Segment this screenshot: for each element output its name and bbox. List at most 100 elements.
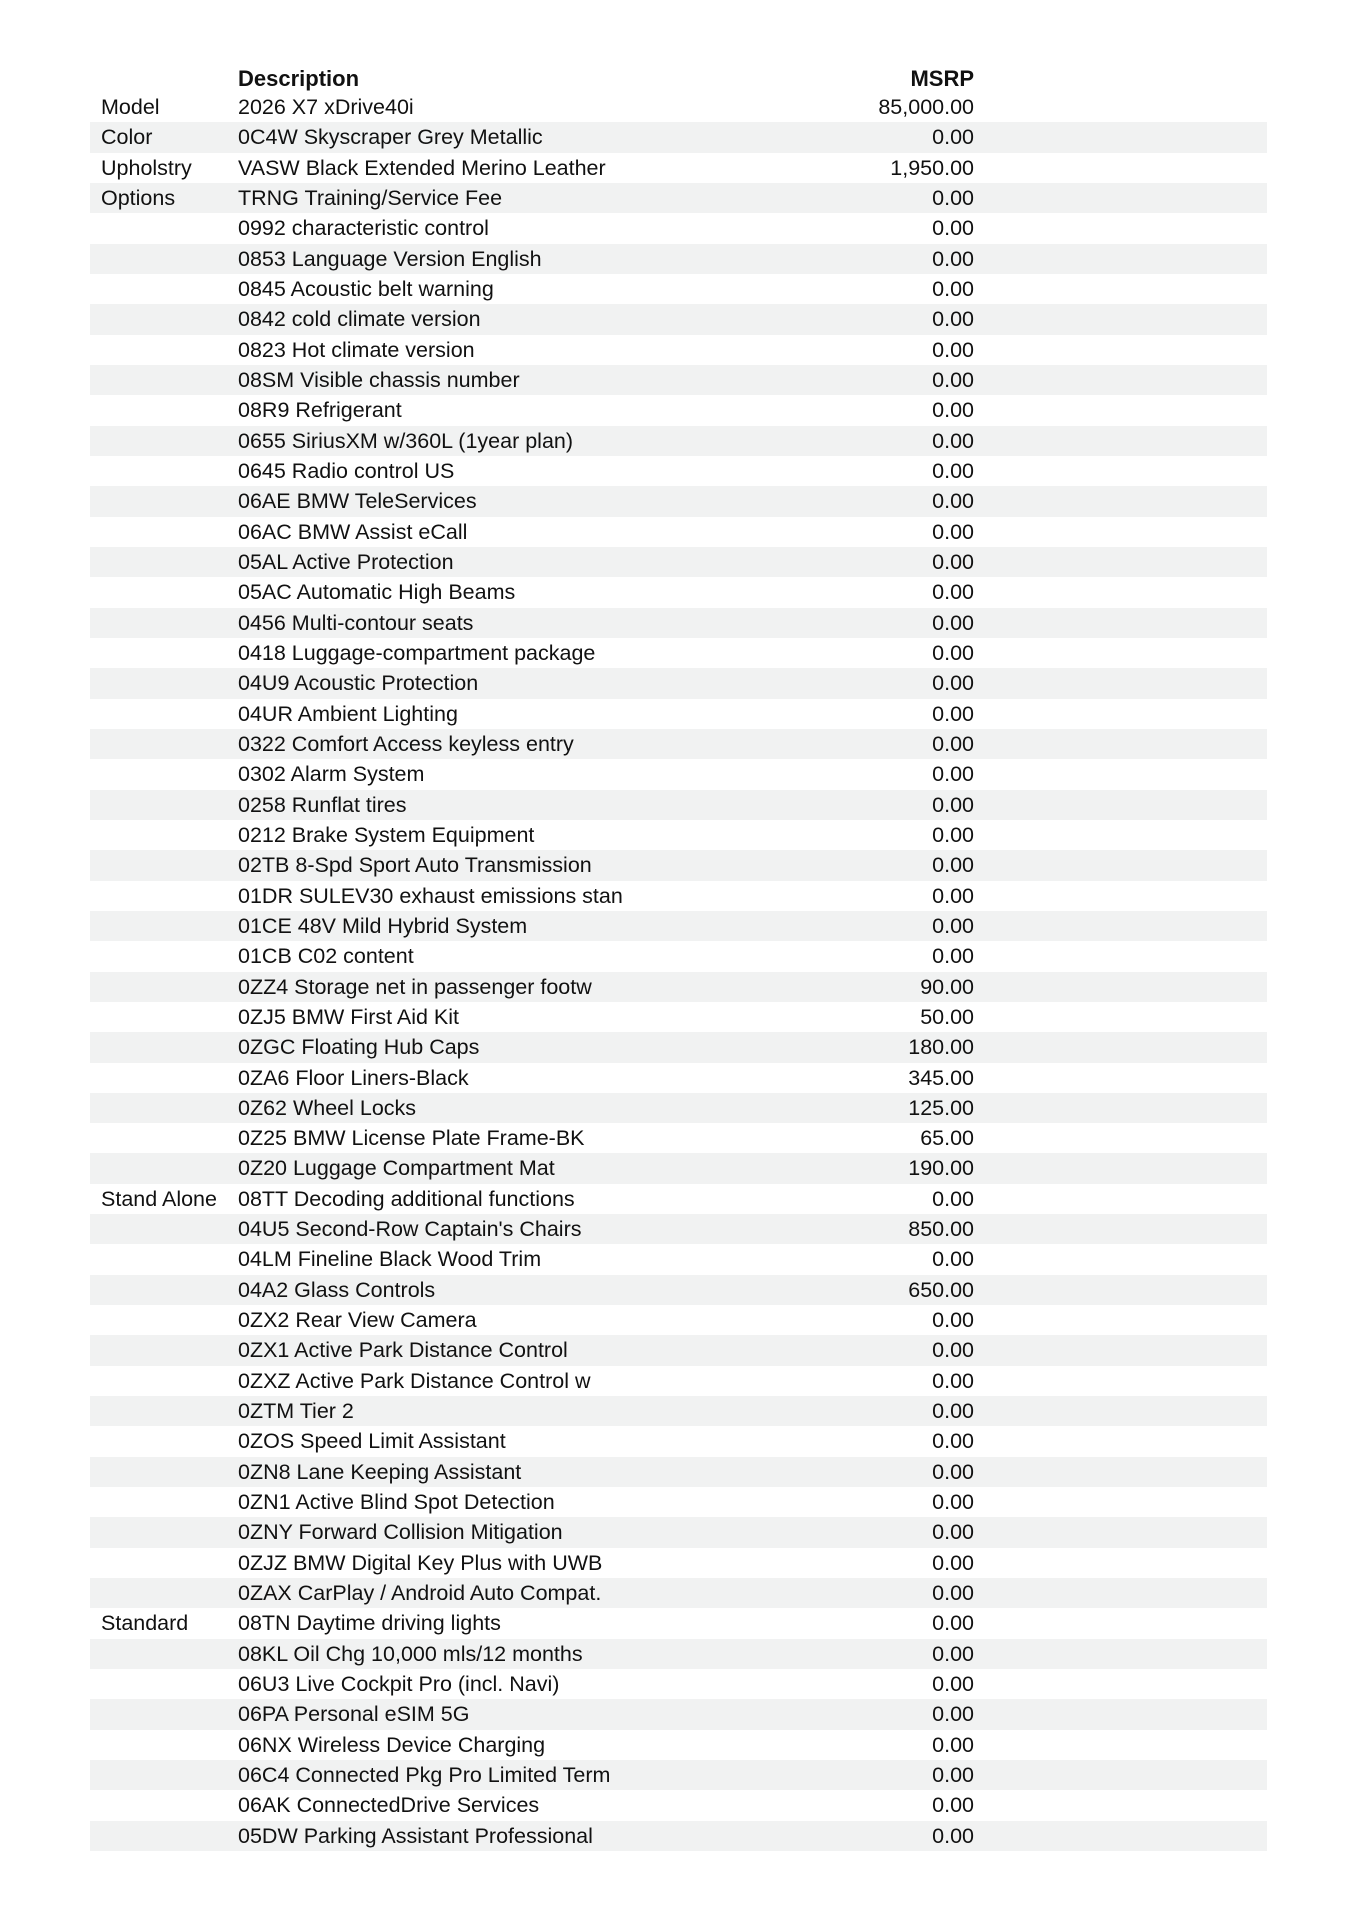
table-row: 0258 Runflat tires 0.00 (90, 789, 1267, 820)
table-row: 06NX Wireless Device Charging 0.00 (90, 1730, 1267, 1760)
table-row: 0322 Comfort Access keyless entry 0.00 (90, 728, 1267, 760)
description-cell: 05AL Active Protection (238, 549, 454, 574)
table-row: 04UR Ambient Lighting 0.00 (90, 699, 1267, 729)
msrp-cell: 0.00 (932, 883, 974, 908)
table-row: 08SM Visible chassis number 0.00 (90, 364, 1267, 396)
msrp-cell: 0.00 (932, 701, 974, 726)
table-row: 0ZGC Floating Hub Caps 180.00 (90, 1032, 1267, 1063)
category-cell: Standard (101, 1611, 189, 1636)
table-row: 01DR SULEV30 exhaust emissions stan 0.00 (90, 881, 1267, 911)
msrp-cell: 0.00 (932, 822, 974, 847)
msrp-cell: 345.00 (908, 1065, 974, 1090)
category-cell: Model (101, 95, 160, 119)
msrp-cell: 0.00 (932, 1702, 974, 1727)
table-row: 0Z62 Wheel Locks 125.00 (90, 1092, 1267, 1124)
description-cell: 0212 Brake System Equipment (238, 822, 535, 847)
msrp-cell: 0.00 (932, 307, 974, 332)
msrp-cell: 850.00 (908, 1217, 974, 1242)
msrp-cell: 0.00 (932, 1581, 974, 1606)
table-row: 0823 Hot climate version 0.00 (90, 335, 1267, 365)
msrp-cell: 0.00 (932, 276, 974, 301)
table-row: 0ZX2 Rear View Camera 0.00 (90, 1305, 1267, 1335)
table-row: 01CB C02 content 0.00 (90, 941, 1267, 971)
table-row: 0ZAX CarPlay / Android Auto Compat. 0.00 (90, 1578, 1267, 1609)
description-cell: 01DR SULEV30 exhaust emissions stan (238, 883, 623, 908)
table-row: 0645 Radio control US 0.00 (90, 456, 1267, 486)
table-row: 0Z25 BMW License Plate Frame-BK 65.00 (90, 1123, 1267, 1153)
msrp-cell: 650.00 (908, 1277, 974, 1302)
description-cell: 06AC BMW Assist eCall (238, 519, 468, 544)
msrp-cell: 0.00 (932, 1550, 974, 1575)
msrp-cell: 85,000.00 (878, 95, 974, 119)
msrp-cell: 180.00 (908, 1035, 974, 1060)
table-row: 0ZTM Tier 2 0.00 (90, 1396, 1267, 1427)
description-cell: 05DW Parking Assistant Professional (238, 1823, 593, 1848)
table-row: 06AK ConnectedDrive Services 0.00 (90, 1790, 1267, 1820)
description-cell: 0845 Acoustic belt warning (238, 276, 494, 301)
msrp-cell: 65.00 (920, 1126, 974, 1151)
description-cell: 08TT Decoding additional functions (238, 1186, 575, 1211)
msrp-cell: 0.00 (932, 1429, 974, 1454)
description-cell: TRNG Training/Service Fee (238, 185, 503, 210)
msrp-cell: 0.00 (932, 428, 974, 453)
category-cell: Upholstry (101, 155, 192, 180)
table-row: Options TRNG Training/Service Fee 0.00 (90, 182, 1267, 214)
msrp-cell: 0.00 (932, 1732, 974, 1757)
msrp-cell: 0.00 (932, 580, 974, 605)
table-row: 0456 Multi-contour seats 0.00 (90, 607, 1267, 638)
msrp-column-header: MSRP (910, 66, 974, 91)
description-cell: 04UR Ambient Lighting (238, 701, 458, 726)
msrp-cell: 0.00 (932, 1793, 974, 1818)
description-cell: 0Z25 BMW License Plate Frame-BK (238, 1126, 585, 1151)
msrp-cell: 0.00 (932, 671, 974, 696)
msrp-cell: 90.00 (920, 974, 974, 999)
description-cell: 0Z20 Luggage Compartment Mat (238, 1156, 555, 1181)
description-cell: 2026 X7 xDrive40i (238, 95, 414, 119)
table-row: 06PA Personal eSIM 5G 0.00 (90, 1699, 1267, 1730)
table-row: 08KL Oil Chg 10,000 mls/12 months 0.00 (90, 1638, 1267, 1670)
msrp-cell: 0.00 (932, 1763, 974, 1788)
table-row: Color 0C4W Skyscraper Grey Metallic 0.00 (90, 122, 1267, 153)
msrp-cell: 1,950.00 (890, 155, 974, 180)
msrp-cell: 0.00 (932, 853, 974, 878)
msrp-cell: 0.00 (932, 792, 974, 817)
table-row: 04U5 Second-Row Captain's Chairs 850.00 (90, 1214, 1267, 1245)
description-column-header: Description (238, 66, 360, 91)
description-cell: 0ZGC Floating Hub Caps (238, 1035, 480, 1060)
table-row: Model 2026 X7 xDrive40i 85,000.00 (90, 92, 1267, 122)
msrp-cell: 0.00 (932, 1520, 974, 1545)
table-row: 0ZJZ BMW Digital Key Plus with UWB 0.00 (90, 1548, 1267, 1578)
table-row: 06AC BMW Assist eCall 0.00 (90, 517, 1267, 547)
msrp-cell: 0.00 (932, 762, 974, 787)
msrp-cell: 0.00 (932, 944, 974, 969)
description-cell: 0ZA6 Floor Liners-Black (238, 1065, 469, 1090)
msrp-cell: 0.00 (932, 1368, 974, 1393)
description-cell: 08TN Daytime driving lights (238, 1611, 501, 1636)
msrp-cell: 0.00 (932, 519, 974, 544)
msrp-cell: 0.00 (932, 398, 974, 423)
description-cell: 04LM Fineline Black Wood Trim (238, 1247, 542, 1272)
msrp-cell: 0.00 (932, 489, 974, 514)
table-row: 04U9 Acoustic Protection 0.00 (90, 668, 1267, 699)
description-cell: 0ZJ5 BMW First Aid Kit (238, 1004, 460, 1029)
table-row: 06U3 Live Cockpit Pro (incl. Navi) 0.00 (90, 1669, 1267, 1699)
msrp-cell: 0.00 (932, 1338, 974, 1363)
description-cell: 0ZOS Speed Limit Assistant (238, 1429, 506, 1454)
description-cell: 08R9 Refrigerant (238, 398, 402, 423)
description-cell: VASW Black Extended Merino Leather (238, 155, 606, 180)
msrp-cell: 0.00 (932, 458, 974, 483)
description-cell: 04A2 Glass Controls (238, 1277, 436, 1302)
msrp-cell: 0.00 (932, 1308, 974, 1333)
msrp-cell: 190.00 (908, 1156, 974, 1181)
description-cell: 04U5 Second-Row Captain's Chairs (238, 1217, 582, 1242)
category-cell: Options (101, 185, 176, 210)
table-row: 0Z20 Luggage Compartment Mat 190.00 (90, 1153, 1267, 1184)
table-row: Upholstry VASW Black Extended Merino Leat… (90, 153, 1267, 183)
description-cell: 0ZN1 Active Blind Spot Detection (238, 1490, 555, 1515)
table-row: 0ZOS Speed Limit Assistant 0.00 (90, 1426, 1267, 1456)
description-cell: 0Z62 Wheel Locks (238, 1095, 417, 1120)
table-row: 04A2 Glass Controls 650.00 (90, 1274, 1267, 1306)
table-row: 06AE BMW TeleServices 0.00 (90, 486, 1267, 517)
description-cell: 0322 Comfort Access keyless entry (238, 731, 574, 756)
price-table: Model 2026 X7 xDrive40i 85,000.00 Color 0C4W… (90, 92, 1267, 1852)
